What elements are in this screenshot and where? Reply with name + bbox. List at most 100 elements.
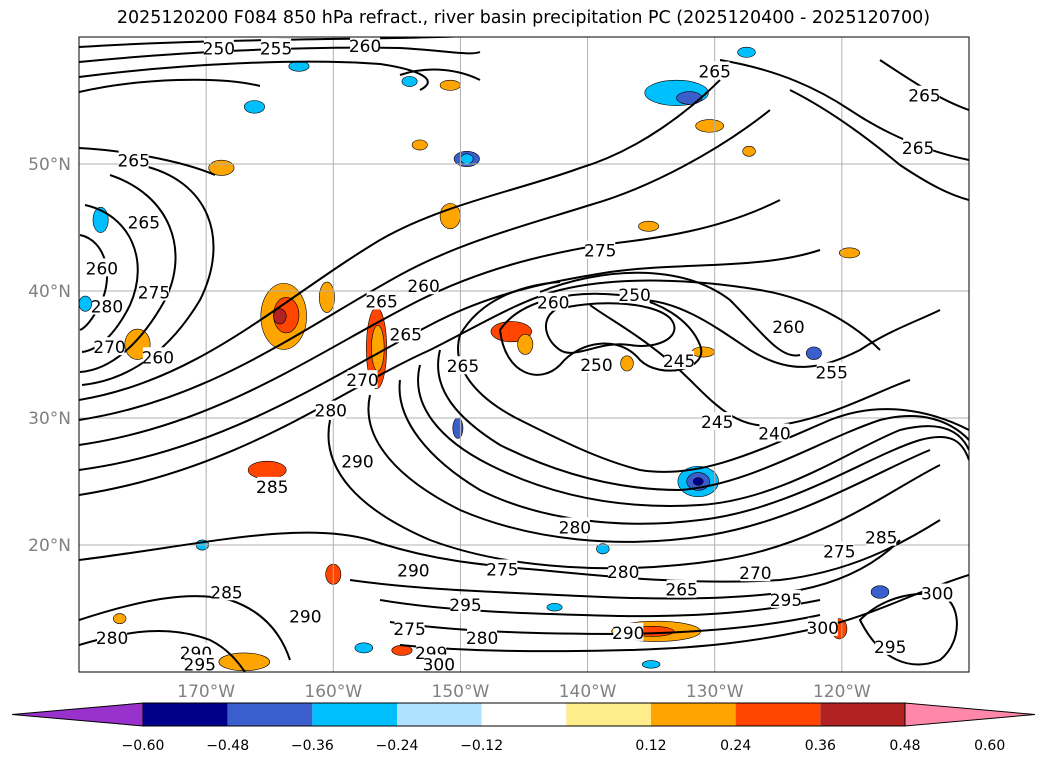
contour-label: 290 <box>612 624 644 644</box>
colorbar-tick-label: 0.24 <box>720 738 751 754</box>
colorbar-bin <box>735 703 821 726</box>
contour-label: 290 <box>341 452 373 472</box>
contour-label: 265 <box>447 357 479 377</box>
contour-label-background <box>875 636 906 655</box>
contour-label-background <box>619 285 650 304</box>
colorbar-tick-label: 0.36 <box>805 738 836 754</box>
contour-label-background <box>773 316 804 335</box>
contour-labels: 250 255 260 265 265 265 265 265 260 280 275 270 260 2… <box>86 36 953 676</box>
colorbar-tick-label: 0.60 <box>974 738 1005 754</box>
longitude-tick-label: 120°W <box>813 682 871 702</box>
contour-label-background <box>866 527 897 546</box>
contour-line <box>417 364 969 507</box>
precip-patch <box>596 543 610 555</box>
contour-line <box>457 281 969 473</box>
colorbar-bin <box>481 703 567 726</box>
colorbar-bin <box>312 703 397 726</box>
contour-label: 250 <box>203 40 235 60</box>
contour-line <box>858 592 958 666</box>
contour-label: 285 <box>210 583 242 603</box>
contour-label-background <box>139 282 170 301</box>
colorbar-tick-label: −0.12 <box>460 738 503 754</box>
contour-label: 280 <box>91 298 123 318</box>
contour-label: 255 <box>815 364 847 384</box>
contour-label-background <box>315 400 346 419</box>
contour-label-background <box>538 292 569 311</box>
contour-label: 260 <box>407 277 439 297</box>
contour-label-background <box>909 85 940 104</box>
contour-label: 280 <box>559 518 591 538</box>
refractivity-contours <box>79 37 969 672</box>
contour-label-background <box>922 583 953 602</box>
contour-label: 250 <box>580 356 612 376</box>
contour-line <box>79 60 429 91</box>
precip-patch <box>460 153 474 165</box>
colorbar-under-triangle <box>11 702 144 727</box>
precip-patch <box>641 660 661 669</box>
precip-patch <box>113 613 127 625</box>
contour-line <box>398 379 969 525</box>
contour-label-background <box>740 563 771 582</box>
contour-label-background <box>350 36 381 55</box>
graticule <box>79 37 969 672</box>
longitude-tick-label: 150°W <box>432 682 490 702</box>
precip-patch <box>452 417 464 439</box>
precip-patch <box>218 652 271 672</box>
contour-label: 295 <box>770 591 802 611</box>
precip-patch <box>805 346 822 360</box>
latitude-tick-label: 40°N <box>28 282 71 302</box>
contour-label-background <box>257 476 288 495</box>
contour-label: 300 <box>807 619 839 639</box>
contour-label-background <box>128 212 159 231</box>
contour-label-background <box>770 589 801 608</box>
precip-patch <box>354 642 373 654</box>
contour-line <box>437 349 969 492</box>
contour-label: 285 <box>256 478 288 498</box>
longitude-tick-label: 160°W <box>304 682 362 702</box>
precip-patch <box>517 333 534 355</box>
colorbar-bin <box>227 703 313 726</box>
contour-label-background <box>759 423 790 442</box>
contour-label-background <box>487 559 518 578</box>
contour-label-background <box>824 541 855 560</box>
longitude-tick-label: 170°W <box>177 682 235 702</box>
plot-title: 2025120200 F084 850 hPa refract., river … <box>116 8 931 28</box>
precip-patch <box>439 79 461 91</box>
contour-label: 265 <box>698 63 730 83</box>
contour-line <box>79 249 821 471</box>
colorbar-tick-label: −0.24 <box>376 738 419 754</box>
colorbar-tick-label: 0.48 <box>889 738 920 754</box>
contour-line <box>399 574 969 653</box>
contour-line <box>789 89 969 201</box>
precip-patch <box>638 220 660 232</box>
colorbar-tick-label: −0.48 <box>206 738 249 754</box>
contour-line <box>367 394 931 543</box>
precipitation-pc-layer <box>79 46 890 672</box>
contour-label-background <box>423 654 454 673</box>
contour-label-background <box>97 627 128 646</box>
contour-label: 290 <box>289 607 321 627</box>
contour-label: 275 <box>584 242 616 262</box>
contour-label: 275 <box>138 284 170 304</box>
contour-label: 285 <box>865 529 897 549</box>
contour-label-background <box>184 654 215 673</box>
contour-label-background <box>450 594 481 613</box>
contour-label-background <box>342 451 373 470</box>
contour-label: 280 <box>96 629 128 649</box>
contour-label: 275 <box>486 560 518 580</box>
colorbar-bin <box>651 703 736 726</box>
contour-label-background <box>608 561 639 580</box>
contour-line <box>81 164 215 386</box>
longitude-tick-label: 130°W <box>686 682 744 702</box>
precip-patch <box>371 324 385 372</box>
precip-patch <box>92 206 109 233</box>
contour-label: 250 <box>618 286 650 306</box>
contour-line <box>79 78 261 93</box>
precip-patch <box>79 295 93 312</box>
precip-patch <box>243 100 265 114</box>
precip-patch <box>839 247 860 259</box>
precip-patch <box>870 585 890 599</box>
contour-label-background <box>807 617 838 636</box>
contour-label: 295 <box>184 656 216 676</box>
contour-label-background <box>816 362 847 381</box>
